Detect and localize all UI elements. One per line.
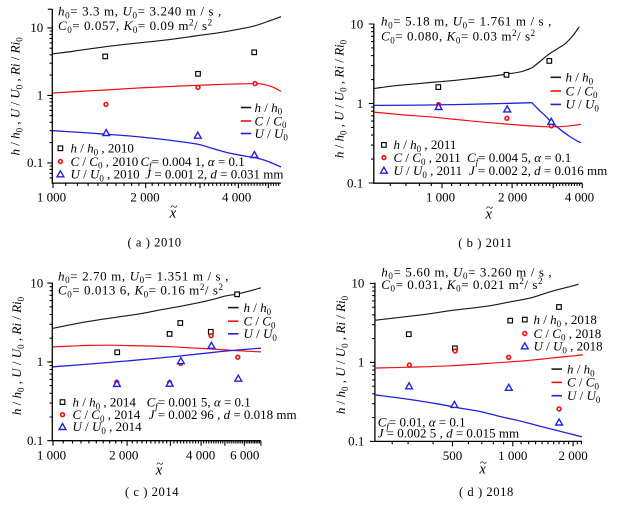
svg-text:h / h0 , 2014: h / h0 , 2014 — [73, 394, 137, 411]
svg-text:h / h0: h / h0 — [567, 361, 595, 378]
svg-text:C / C0: C / C0 — [244, 314, 276, 331]
svg-text:C0= 0.031, K0= 0.021 m2/ s2: C0= 0.031, K0= 0.021 m2/ s2 — [381, 276, 543, 294]
svg-text:( d ) 2018: ( d ) 2018 — [459, 485, 514, 499]
svg-text:0.1: 0.1 — [348, 434, 364, 449]
svg-text:4 000: 4 000 — [186, 448, 215, 463]
svg-text:J = 0.002 5 , d = 0.015 mm: J = 0.002 5 , d = 0.015 mm — [378, 425, 519, 440]
svg-text:~: ~ — [486, 200, 493, 215]
svg-text:~: ~ — [170, 199, 177, 214]
svg-text:h / h0 , 2018: h / h0 , 2018 — [534, 312, 597, 329]
svg-text:h / h0: h / h0 — [566, 70, 594, 87]
svg-text:U / U0: U / U0 — [566, 97, 600, 114]
svg-text:1: 1 — [358, 355, 365, 370]
svg-text:1 000: 1 000 — [37, 190, 66, 205]
svg-text:0.1: 0.1 — [347, 175, 363, 190]
svg-text:U / U0 , 2010: U / U0 , 2010 — [71, 167, 140, 184]
svg-text:h0= 3.3 m, U0= 3.240 m / s ,: h0= 3.3 m, U0= 3.240 m / s , — [58, 3, 222, 20]
svg-text:J = 0.002 96 , d = 0.018 mm: J = 0.002 96 , d = 0.018 mm — [149, 407, 297, 422]
svg-text:4 000: 4 000 — [222, 190, 251, 205]
svg-text:0.1: 0.1 — [27, 155, 43, 170]
svg-text:10: 10 — [351, 276, 364, 291]
svg-text:h0= 2.70 m, U0= 1.351 m / s ,: h0= 2.70 m, U0= 1.351 m / s , — [58, 268, 229, 285]
svg-text:2 000: 2 000 — [130, 190, 159, 205]
svg-text:h / h0 , U / U0 , Ri / Ri0: h / h0 , U / U0 , Ri / Ri0 — [333, 295, 350, 414]
svg-text:Cf= 0.004 5, α = 0.1: Cf= 0.004 5, α = 0.1 — [467, 150, 571, 167]
svg-text:x: x — [169, 206, 177, 222]
svg-text:500: 500 — [443, 448, 463, 463]
svg-text:h / h0 , 2011: h / h0 , 2011 — [394, 137, 457, 154]
svg-text:h0= 5.18 m, U0= 1.761 m / s ,: h0= 5.18 m, U0= 1.761 m / s , — [381, 14, 552, 31]
svg-text:U / U0 , 2011: U / U0 , 2011 — [394, 163, 463, 180]
svg-text:C0= 0.080, K0= 0.03 m2/ s2: C0= 0.080, K0= 0.03 m2/ s2 — [381, 28, 536, 46]
svg-text:( a ) 2010: ( a ) 2010 — [127, 235, 181, 249]
svg-text:C0= 0.057, K0= 0.09 m2/ s2: C0= 0.057, K0= 0.09 m2/ s2 — [58, 18, 213, 36]
svg-text:2 000: 2 000 — [558, 448, 587, 463]
svg-text:Cf= 0.004 1, α = 0.1: Cf= 0.004 1, α = 0.1 — [141, 154, 245, 171]
svg-text:~: ~ — [156, 456, 163, 471]
svg-text:x: x — [478, 462, 486, 478]
svg-text:C / C0 , 2018: C / C0 , 2018 — [534, 326, 602, 343]
svg-text:C / C0: C / C0 — [566, 83, 598, 100]
svg-text:1 000: 1 000 — [498, 448, 527, 463]
svg-text:10: 10 — [30, 20, 43, 35]
svg-text:( c ) 2014: ( c ) 2014 — [125, 485, 179, 499]
svg-text:0.1: 0.1 — [27, 433, 43, 448]
svg-text:4 000: 4 000 — [565, 190, 594, 205]
svg-text:U / U0: U / U0 — [567, 388, 601, 405]
svg-text:10: 10 — [30, 275, 43, 290]
svg-text:h / h0: h / h0 — [255, 100, 283, 117]
svg-text:1 000: 1 000 — [426, 190, 455, 205]
svg-text:U / U0 , 2018: U / U0 , 2018 — [534, 339, 603, 356]
svg-text:x: x — [484, 207, 492, 223]
svg-text:Cf= 0.001 5, α = 0.1: Cf= 0.001 5, α = 0.1 — [147, 394, 251, 411]
svg-text:1: 1 — [37, 354, 44, 369]
svg-text:C / C0 , 2011: C / C0 , 2011 — [394, 150, 461, 167]
svg-text:C / C0: C / C0 — [567, 375, 599, 392]
svg-text:( b ) 2011: ( b ) 2011 — [458, 236, 512, 250]
svg-text:h / h0: h / h0 — [244, 300, 272, 317]
svg-text:1: 1 — [37, 88, 44, 103]
svg-text:U / U0: U / U0 — [244, 326, 278, 343]
svg-text:C0= 0.013 6, K0= 0.16 m2/ s2: C0= 0.013 6, K0= 0.16 m2/ s2 — [58, 282, 224, 300]
svg-text:1: 1 — [357, 96, 364, 111]
svg-text:C / C0 , 2010: C / C0 , 2010 — [71, 154, 139, 171]
svg-text:~: ~ — [480, 455, 487, 470]
svg-text:h / h0 , U / U0 , Ri / Ri0: h / h0 , U / U0 , Ri / Ri0 — [332, 39, 349, 158]
svg-text:C / C0: C / C0 — [255, 113, 287, 130]
svg-text:x: x — [155, 463, 163, 479]
svg-text:U / U0: U / U0 — [255, 126, 289, 143]
svg-text:h / h0 , U / U0 , Ri / Ri0: h / h0 , U / U0 , Ri / Ri0 — [9, 296, 26, 415]
svg-text:2 000: 2 000 — [498, 190, 527, 205]
svg-text:6 000: 6 000 — [230, 448, 259, 463]
svg-text:h0= 5.60 m, U0= 3.260 m / s ,: h0= 5.60 m, U0= 3.260 m / s , — [381, 264, 552, 281]
svg-text:1 000: 1 000 — [37, 448, 66, 463]
svg-text:2 000: 2 000 — [109, 448, 138, 463]
svg-text:h / h0 , 2010: h / h0 , 2010 — [71, 141, 134, 158]
svg-text:C / C0 , 2014: C / C0 , 2014 — [73, 407, 141, 424]
svg-text:J = 0.002 2, d = 0.016 mm: J = 0.002 2, d = 0.016 mm — [469, 163, 607, 178]
svg-text:10: 10 — [350, 16, 363, 31]
svg-text:U / U0 , 2014: U / U0 , 2014 — [73, 419, 143, 436]
svg-text:Cf= 0.01, α = 0.1: Cf= 0.01, α = 0.1 — [378, 414, 466, 431]
svg-text:h / h0 , U / U0 , Ri / Ri0: h / h0 , U / U0 , Ri / Ri0 — [8, 37, 25, 156]
svg-text:J = 0.001 2, d = 0.031 mm: J = 0.001 2, d = 0.031 mm — [145, 167, 283, 182]
